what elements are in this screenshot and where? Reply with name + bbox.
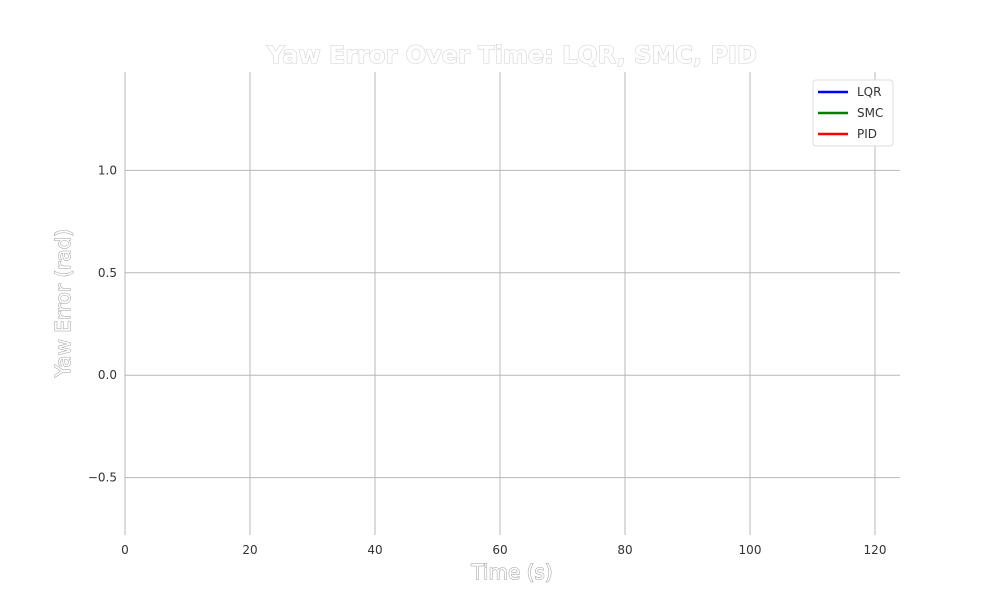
y-axis-label: Yaw Error (rad): [51, 229, 75, 378]
x-axis-label: Time (s): [470, 560, 552, 584]
legend-label-pid: PID: [857, 127, 877, 141]
legend-label-smc: SMC: [857, 106, 883, 120]
legend: LQR SMC PID: [812, 79, 894, 147]
chart-title: Yaw Error Over Time: LQR, SMC, PID: [266, 41, 757, 69]
x-tick-label: 100: [739, 543, 762, 557]
grid: [124, 72, 900, 535]
tick-labels: 0 20 40 60 80 100 120 −0.5 0.0 0.5 1.0: [88, 163, 887, 557]
legend-label-lqr: LQR: [857, 85, 881, 99]
x-tick-label: 40: [367, 543, 382, 557]
x-tick-label: 80: [617, 543, 632, 557]
x-tick-label: 0: [121, 543, 129, 557]
y-tick-label: 0.5: [98, 266, 117, 280]
x-tick-label: 60: [492, 543, 507, 557]
y-tick-label: 1.0: [98, 163, 117, 177]
x-tick-label: 120: [864, 543, 887, 557]
y-tick-label: 0.0: [98, 368, 117, 382]
y-tick-label: −0.5: [88, 471, 117, 485]
legend-frame: [812, 79, 894, 147]
x-tick-label: 20: [242, 543, 257, 557]
